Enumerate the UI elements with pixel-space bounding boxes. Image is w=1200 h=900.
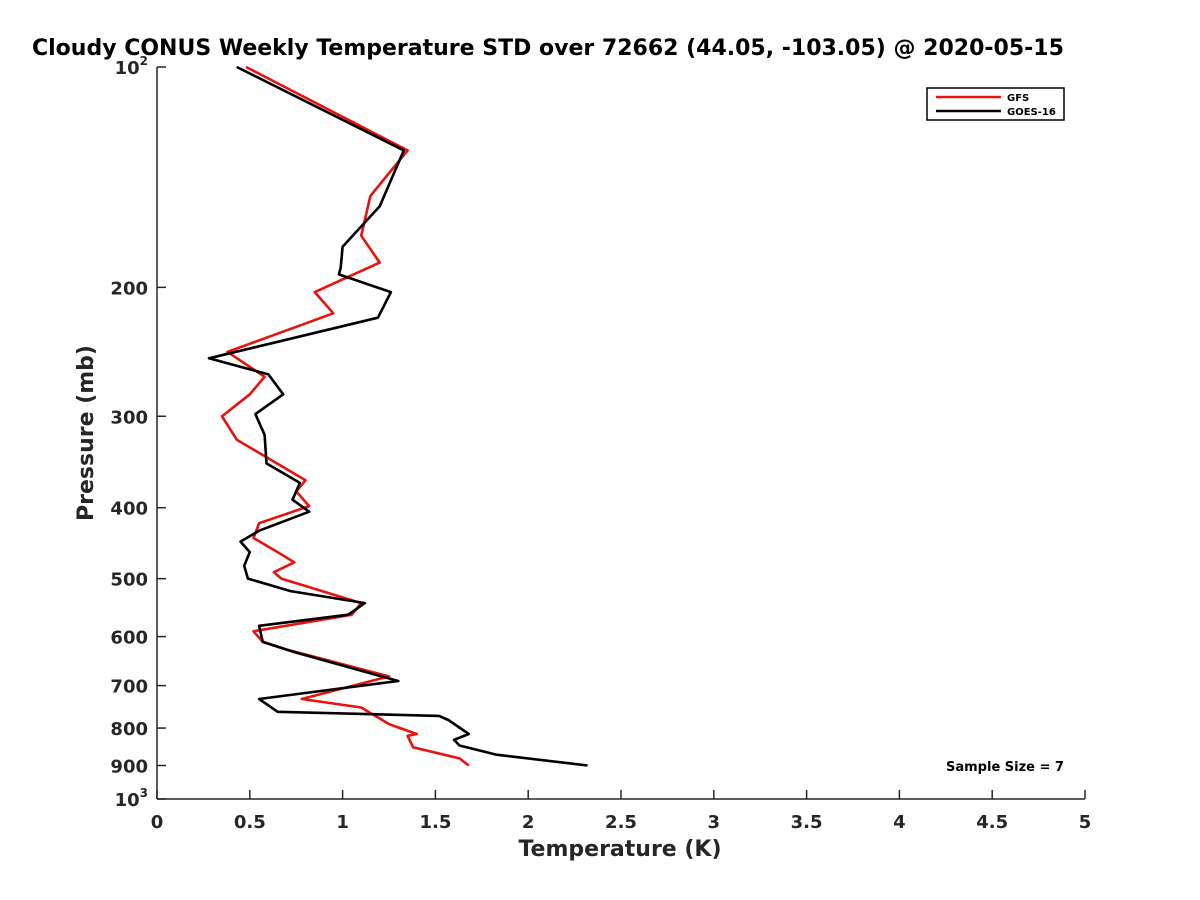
x-tick-label: 0.5 [234,812,266,833]
x-tick-label: 3 [708,812,721,833]
legend-label-goes16: GOES-16 [1007,107,1056,118]
x-tick-label: 0 [151,812,164,833]
x-tick-label: 5 [1079,812,1092,833]
y-tick-label: 600 [110,628,148,649]
y-tick-label: 500 [110,570,148,591]
y-tick-label: 900 [110,757,148,778]
y-tick-label: 200 [110,278,148,299]
x-tick-label: 3.5 [791,812,823,833]
x-tick-label: 1 [336,812,349,833]
x-tick-label: 2 [522,812,535,833]
series-layer [207,65,588,767]
y-tick-group: 102 200 300 400 500 600 700 800 900 103 [110,54,166,811]
legend-box [926,87,1065,121]
x-tick-label: 1.5 [419,812,451,833]
x-tick-label: 4.5 [976,812,1008,833]
y-axis-label: Pressure (mb) [74,345,99,521]
legend: GFS GOES-16 [926,87,1065,121]
legend-label-gfs: GFS [1007,93,1029,104]
x-tick-label: 2.5 [605,812,637,833]
series-line-goes16 [207,65,588,767]
x-tick-group: 0 0.5 1 1.5 2 2.5 3 3.5 4 4.5 5 [151,790,1092,833]
y-tick-label: 800 [110,719,148,740]
x-tick-label: 4 [893,812,906,833]
y-tick-label: 102 [115,54,148,79]
y-tick-label: 400 [110,499,148,520]
y-tick-label: 103 [115,786,148,811]
y-tick-label: 700 [110,677,148,698]
chart-title: Cloudy CONUS Weekly Temperature STD over… [32,36,1064,61]
sample-size-annotation: Sample Size = 7 [946,760,1064,775]
x-axis-label: Temperature (K) [518,837,721,862]
y-tick-label: 300 [110,407,148,428]
